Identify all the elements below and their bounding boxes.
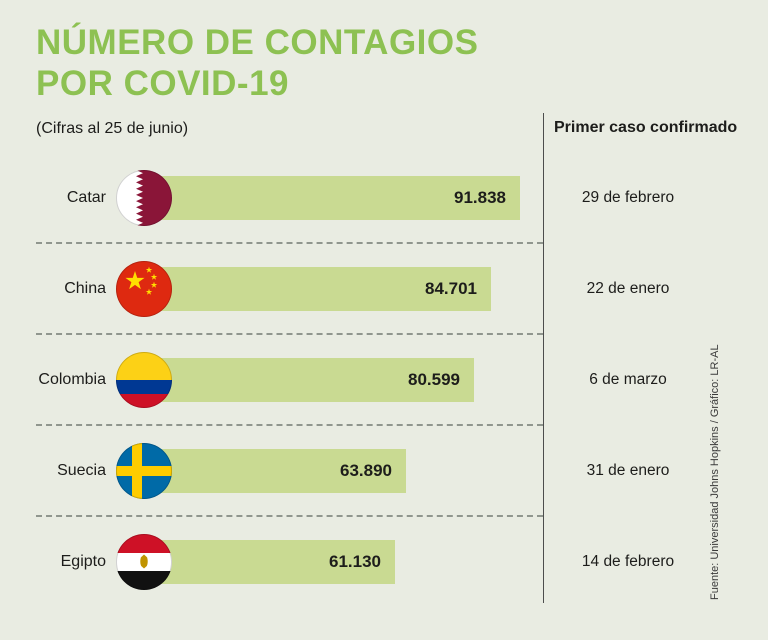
colombia-flag-icon (116, 351, 172, 408)
bar-value: 63.890 (340, 460, 392, 480)
chart-subtitle: (Cifras al 25 de junio) (36, 120, 189, 137)
chart-area: Catar 91.838 29 de febrero China (0, 152, 768, 607)
country-label: Egipto (60, 552, 106, 570)
first-case-date: 14 de febrero (581, 552, 675, 570)
chart-row: Egipto 61.130 14 de febrero (0, 516, 768, 607)
page-title-line1: NÚMERO DE CONTAGIOS (36, 23, 479, 62)
page-title-line2: POR COVID-19 (36, 64, 289, 104)
country-label: China (64, 279, 106, 297)
first-case-date: 22 de enero (586, 279, 670, 297)
source-credit: Fuente: Universidad Johns Hopkins / Gráf… (709, 344, 721, 600)
first-case-column-header: Primer caso confirmado (554, 119, 738, 136)
chart-row: Colombia 80.599 6 de marzo (0, 334, 768, 425)
column-divider (543, 113, 544, 603)
contagion-bar: 84.701 (145, 266, 491, 311)
chart-row: China 84.701 (0, 243, 768, 334)
row-separator (36, 242, 543, 244)
bar-value: 61.130 (329, 551, 381, 571)
row-separator (36, 515, 543, 517)
row-separator (36, 333, 543, 335)
chart-row: Suecia 63.890 31 de enero (0, 425, 768, 516)
first-case-date: 31 de enero (586, 461, 670, 479)
contagion-bar: 91.838 (145, 175, 520, 220)
qatar-flag-icon (116, 169, 172, 226)
bar-value: 84.701 (425, 278, 477, 298)
chart-row: Catar 91.838 29 de febrero (0, 152, 768, 243)
china-flag-icon (116, 260, 172, 317)
contagion-bar: 63.890 (145, 448, 406, 493)
bar-value: 91.838 (454, 187, 506, 207)
sweden-flag-icon (116, 442, 172, 499)
bar-value: 80.599 (408, 369, 460, 389)
country-label: Catar (66, 188, 106, 206)
first-case-date: 6 de marzo (589, 370, 667, 388)
country-label: Colombia (38, 370, 106, 388)
row-separator (36, 424, 543, 426)
country-label: Suecia (57, 461, 106, 479)
contagion-bar: 80.599 (145, 357, 474, 402)
egypt-flag-icon (116, 533, 172, 590)
page-title: NÚMERO DE CONTAGIOS POR COVID-19 (36, 22, 478, 105)
contagion-bar: 61.130 (145, 539, 395, 584)
first-case-date: 29 de febrero (581, 188, 675, 206)
